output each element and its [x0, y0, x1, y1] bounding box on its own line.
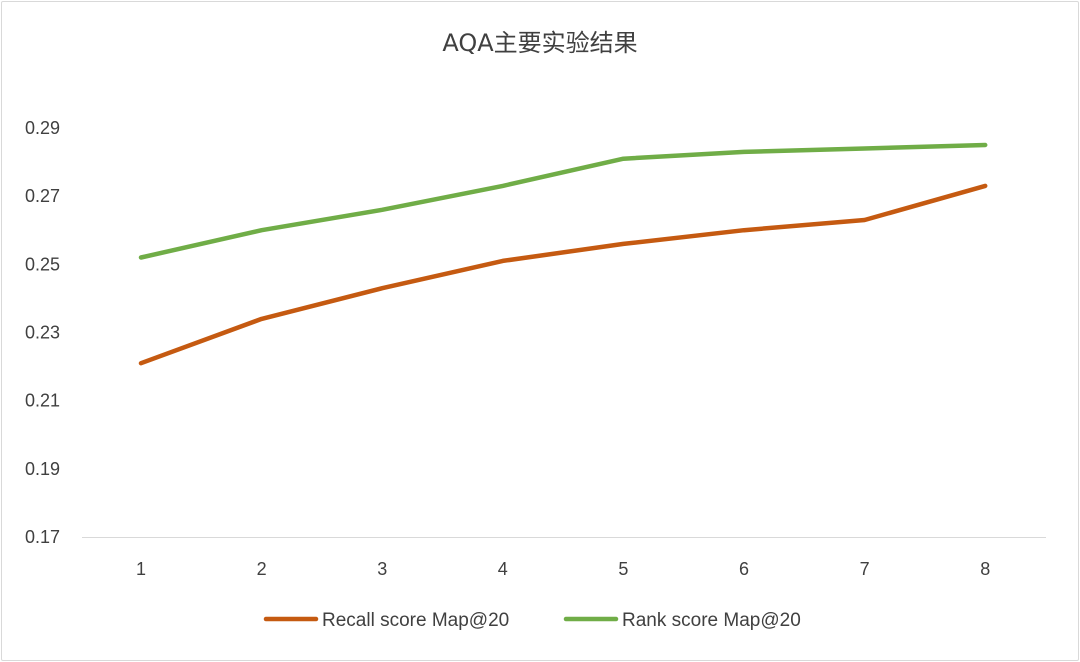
y-tick-label: 0.29	[25, 118, 60, 138]
legend: Recall score Map@20 Rank score Map@20	[263, 610, 801, 631]
y-tick-label: 0.25	[25, 254, 60, 274]
x-axis-ticks: 1 2 3 4 5 6 7 8	[136, 559, 990, 579]
x-tick-label: 5	[618, 559, 628, 579]
x-tick-label: 6	[739, 559, 749, 579]
y-tick-label: 0.17	[25, 527, 60, 547]
legend-label-0: Recall score Map@20	[322, 610, 509, 631]
series-lines	[138, 142, 988, 366]
series-line-1	[138, 142, 988, 260]
series-line-0	[138, 183, 988, 366]
x-tick-label: 1	[136, 559, 146, 579]
x-tick-label: 2	[257, 559, 267, 579]
x-tick-label: 7	[860, 559, 870, 579]
x-tick-label: 4	[498, 559, 508, 579]
y-axis-ticks: 0.29 0.27 0.25 0.23 0.21 0.19 0.17	[25, 118, 60, 547]
y-tick-label: 0.21	[25, 391, 60, 411]
x-tick-label: 3	[377, 559, 387, 579]
x-tick-label: 8	[980, 559, 990, 579]
chart-title: AQA主要实验结果	[442, 29, 637, 57]
legend-label-1: Rank score Map@20	[622, 610, 801, 631]
y-tick-label: 0.19	[25, 459, 60, 479]
y-tick-label: 0.27	[25, 186, 60, 206]
y-tick-label: 0.23	[25, 323, 60, 343]
